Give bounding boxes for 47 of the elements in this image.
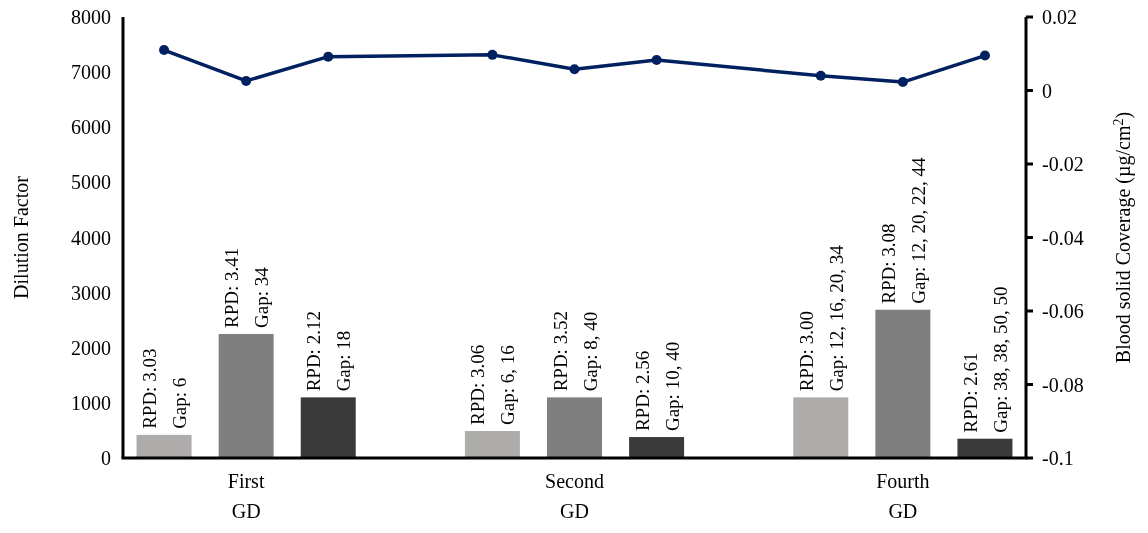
y2-tick-label: -0.06 (1042, 300, 1084, 322)
y2-tick-label: -0.04 (1042, 226, 1084, 249)
point (159, 45, 170, 56)
point (897, 77, 908, 88)
x-tick-label: First GD (227, 470, 265, 522)
x-tick-label: Fourth GD (876, 470, 930, 522)
y-tick-label: 0 (101, 447, 111, 469)
bar (629, 437, 685, 458)
data-label: RPD: 2.61 Gap: 38, 38, 50, 50 (959, 286, 1011, 433)
bar (464, 430, 520, 458)
y-tick-label: 6000 (71, 116, 111, 139)
x-tick-label: Second GD (545, 470, 604, 522)
data-label: RPD: 3.41 Gap: 34 (221, 247, 273, 328)
y-tick-label: 2000 (71, 336, 111, 359)
y-tick-label: 7000 (71, 61, 111, 84)
point (979, 50, 990, 61)
y2-tick-label: 0.02 (1042, 6, 1077, 28)
bar (793, 397, 849, 458)
bar (957, 438, 1013, 458)
y-tick-label: 5000 (71, 171, 111, 194)
point (487, 49, 498, 60)
bar (218, 333, 274, 458)
y2-tick-label: -0.1 (1042, 447, 1074, 469)
y-axis-title: Dilution Factor (10, 175, 32, 299)
point (815, 70, 826, 81)
bar (547, 397, 602, 458)
y-tick-label: 4000 (71, 226, 111, 249)
data-label: RPD: 2.56 Gap: 10, 40 (631, 341, 683, 432)
point (569, 64, 580, 75)
data-label: RPD: 3.52 Gap: 8, 40 (549, 311, 601, 392)
data-label: RPD: 3.08 Gap: 12, 20, 22, 44 (877, 157, 929, 304)
y-tick-label: 3000 (71, 281, 111, 304)
data-label: RPD: 3.00 Gap: 12, 16, 20, 34 (795, 244, 847, 392)
data-label: RPD: 3.06 Gap: 6, 16 (467, 344, 519, 425)
point (323, 51, 334, 62)
point (651, 55, 662, 65)
bar (136, 434, 192, 458)
bar (875, 309, 931, 458)
y-tick-label: 8000 (71, 6, 111, 28)
data-label: RPD: 3.03 Gap: 6 (139, 348, 191, 429)
y-tick-label: 1000 (71, 391, 111, 414)
point (241, 75, 252, 86)
data-label: RPD: 2.12 Gap: 18 (303, 311, 355, 392)
y2-tick-label: -0.02 (1042, 153, 1084, 175)
bar (300, 397, 356, 458)
y2-tick-label: -0.08 (1042, 373, 1084, 396)
y2-tick-label: 0 (1042, 79, 1052, 102)
